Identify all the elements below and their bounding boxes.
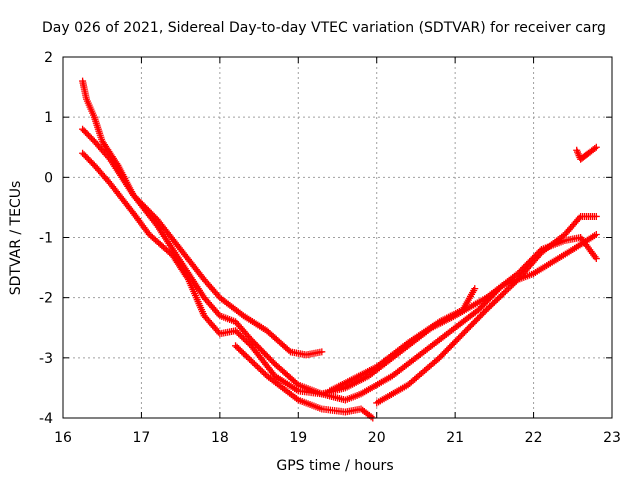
data-point xyxy=(490,298,498,306)
data-point xyxy=(486,303,494,311)
data-point xyxy=(250,360,258,368)
plot-frame xyxy=(62,56,613,419)
data-point xyxy=(236,346,244,354)
data-point xyxy=(481,307,489,315)
data-point xyxy=(501,288,509,296)
x-tick-label: 20 xyxy=(368,430,386,446)
series-track-f xyxy=(373,212,600,407)
x-axis-label: GPS time / hours xyxy=(276,458,393,474)
data-point xyxy=(487,301,495,309)
data-point xyxy=(258,367,266,375)
data-point xyxy=(508,282,516,290)
data-point xyxy=(367,413,375,421)
data-point xyxy=(498,291,506,299)
data-point xyxy=(243,337,251,345)
data-point xyxy=(244,339,252,347)
data-point xyxy=(592,212,600,220)
data-point xyxy=(241,336,249,344)
data-point xyxy=(243,352,251,360)
data-point xyxy=(232,342,240,350)
data-point xyxy=(592,143,600,151)
x-tick-label: 16 xyxy=(54,430,72,446)
data-point xyxy=(239,349,247,357)
data-point xyxy=(575,214,583,222)
data-point xyxy=(471,285,479,293)
data-point xyxy=(255,364,263,372)
data-point xyxy=(235,345,243,353)
data-point xyxy=(318,348,326,356)
data-point xyxy=(509,280,517,288)
data-point xyxy=(293,380,301,388)
data-point xyxy=(246,355,254,363)
data-point xyxy=(504,285,512,293)
y-tick-label: 2 xyxy=(44,50,53,66)
data-point xyxy=(257,366,265,374)
x-tick-label: 21 xyxy=(446,430,464,446)
data-point xyxy=(495,294,503,302)
series-track-d xyxy=(232,342,377,422)
y-tick-label: 0 xyxy=(44,170,53,186)
axis-ticks: 16 17 18 19 20 21 22 23 -4 -3 -2 -1 0 1 2 xyxy=(39,50,621,446)
x-tick-label: 19 xyxy=(289,430,307,446)
data-point xyxy=(500,289,508,297)
data-point xyxy=(233,343,241,351)
data-point xyxy=(254,363,262,371)
x-tick-label: 22 xyxy=(525,430,543,446)
data-point xyxy=(497,292,505,300)
data-markers xyxy=(79,77,600,422)
data-point xyxy=(233,328,241,336)
data-point xyxy=(238,348,246,356)
data-point xyxy=(238,333,246,341)
series-track-g xyxy=(573,143,600,163)
data-point xyxy=(591,144,599,152)
data-point xyxy=(489,300,497,308)
data-point xyxy=(503,286,511,294)
data-point xyxy=(252,361,260,369)
data-point xyxy=(236,331,244,339)
x-tick-label: 17 xyxy=(133,430,151,446)
data-point xyxy=(232,327,240,335)
data-point xyxy=(241,351,249,359)
data-point xyxy=(235,330,243,338)
data-point xyxy=(484,304,492,312)
y-tick-label: 1 xyxy=(44,110,53,126)
data-point xyxy=(214,328,222,336)
series-track-b xyxy=(79,125,600,404)
data-point xyxy=(506,283,514,291)
data-point xyxy=(592,230,600,238)
data-point xyxy=(492,297,500,305)
data-point xyxy=(260,369,268,377)
data-point xyxy=(285,346,293,354)
chart-title: Day 026 of 2021, Sidereal Day-to-day VTE… xyxy=(42,20,606,36)
data-point xyxy=(511,279,519,287)
data-point xyxy=(239,334,247,342)
x-tick-label: 23 xyxy=(603,430,621,446)
y-tick-label: -1 xyxy=(39,231,53,247)
grid xyxy=(63,57,612,418)
y-tick-label: -3 xyxy=(39,351,53,367)
data-point xyxy=(249,358,257,366)
data-point xyxy=(247,357,255,365)
data-point xyxy=(592,255,600,263)
data-point xyxy=(244,354,252,362)
y-tick-label: -4 xyxy=(39,411,53,427)
data-point xyxy=(483,306,491,314)
y-tick-label: -2 xyxy=(39,291,53,307)
series-track-e xyxy=(326,285,479,395)
y-axis-label: SDTVAR / TECUs xyxy=(8,181,24,296)
data-point xyxy=(493,295,501,303)
x-tick-label: 18 xyxy=(211,430,229,446)
